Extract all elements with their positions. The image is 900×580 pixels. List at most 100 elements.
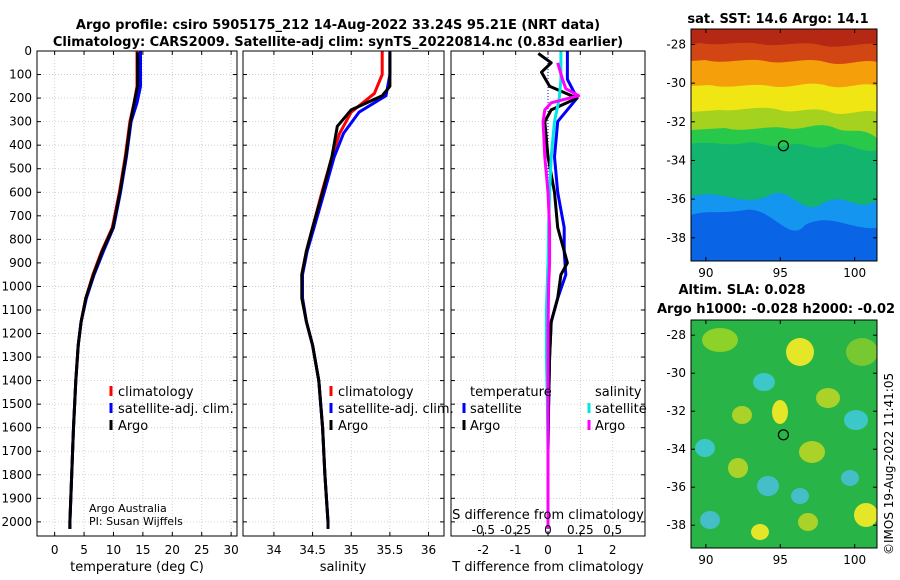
y-tick-label: 1100	[1, 303, 32, 317]
x-tick-label: -1	[510, 543, 522, 557]
sla-blob	[844, 410, 868, 430]
y-tick-label: 100	[9, 68, 32, 82]
map-y-tick-label: -28	[666, 328, 686, 342]
sla-blob	[702, 328, 738, 352]
map-y-tick-label: -28	[666, 37, 686, 51]
sla-map-frame	[690, 319, 878, 549]
sst-map-panel: sat. SST: 14.6 Argo: 14.1 90 95 100 -28 -30 -…	[666, 12, 878, 280]
legend-label-t-argo: Argo	[470, 419, 500, 434]
y-tick-label: 600	[9, 185, 32, 199]
difference-panel: -2 -1 0 1 2 -0.5 -0.25 0 0.25 0.5 S difference fr…	[450, 50, 647, 575]
sla-map-subtitle: Argo h1000: -0.028 h2000: -0.02	[657, 302, 895, 317]
temperature-xlabel: temperature (deg C)	[70, 560, 204, 575]
difference-lines	[537, 51, 581, 529]
x-tick-label: 5	[80, 543, 88, 557]
map-y-tick-label: -30	[666, 366, 686, 380]
map-y-tick-label: -32	[666, 404, 686, 418]
sla-blob	[799, 441, 825, 463]
salinity-ticks: 34 34.5 35 35.5 36	[243, 50, 444, 557]
s-tick-label: -0.25	[500, 523, 531, 537]
x-tick-label: -2	[477, 543, 489, 557]
sla-blob	[753, 373, 775, 391]
y-tick-label: 1400	[1, 374, 32, 388]
y-tick-label: 1200	[1, 327, 32, 341]
x-tick-label: 36	[421, 543, 436, 557]
sla-blob	[751, 524, 769, 540]
legend-title-salinity: salinity	[595, 385, 642, 400]
salinity-panel: 34 34.5 35 35.5 36 salinity climatology sate…	[242, 50, 454, 575]
legend-label-satellite: satellite-adj. clim.	[118, 402, 234, 417]
temperature-lines	[68, 51, 142, 529]
sla-blob	[772, 400, 788, 424]
y-tick-label: 1300	[1, 350, 32, 364]
s-tick-label: 0.5	[603, 523, 622, 537]
sla-blob	[841, 470, 859, 486]
sla-blob	[791, 488, 809, 504]
credit-line2: PI: Susan Wijffels	[89, 515, 183, 528]
temperature-legend: climatology satellite-adj. clim. Argo	[109, 385, 234, 434]
map-x-tick-label: 95	[773, 266, 788, 280]
legend-label-satellite: satellite-adj. clim.	[338, 402, 454, 417]
sla-blob	[786, 338, 814, 366]
y-tick-label: 700	[9, 209, 32, 223]
legend-label-climatology: climatology	[118, 385, 194, 400]
map-x-tick-label: 100	[843, 266, 866, 280]
map-x-tick-label: 100	[843, 553, 866, 567]
x-tick-label: 20	[165, 543, 180, 557]
map-x-tick-label: 95	[773, 553, 788, 567]
difference-legend: temperature satellite Argo salinity sate…	[462, 385, 647, 434]
salinity-xlabel: salinity	[320, 560, 367, 575]
x-tick-label: 0	[51, 543, 59, 557]
legend-label-argo: Argo	[338, 419, 368, 434]
timestamp: ©IMOS 19-Aug-2022 11:41:05	[882, 373, 896, 555]
series-line-salinity-argo	[541, 62, 581, 529]
sst-band-dark-red	[691, 29, 877, 47]
map-x-tick-label: 90	[698, 266, 713, 280]
sla-blob	[732, 406, 752, 424]
sla-blob	[816, 388, 840, 408]
sla-map-ticks: 90 95 100 -28 -30 -32 -34 -36 -38	[666, 320, 877, 567]
figure-title-line2: Climatology: CARS2009. Satellite-adj cli…	[53, 35, 623, 50]
x-tick-label: 15	[135, 543, 150, 557]
y-tick-label: 500	[9, 162, 32, 176]
sla-map-title: Altim. SLA: 0.028	[679, 283, 806, 298]
s-tick-label: 0.25	[567, 523, 594, 537]
y-tick-label: 300	[9, 115, 32, 129]
series-line-temperature-satellite	[546, 51, 579, 529]
legend-label-s-argo: Argo	[595, 419, 625, 434]
map-y-tick-label: -30	[666, 76, 686, 90]
legend-label-argo: Argo	[118, 419, 148, 434]
y-tick-label: 1600	[1, 421, 32, 435]
sst-map-title: sat. SST: 14.6 Argo: 14.1	[687, 12, 868, 27]
map-y-tick-label: -34	[666, 153, 686, 167]
s-tick-label: 0	[544, 523, 552, 537]
sla-blob	[798, 513, 818, 531]
sst-map-frame	[690, 28, 878, 262]
salinity-legend: climatology satellite-adj. clim. Argo	[329, 385, 454, 434]
sla-blob	[695, 439, 715, 457]
sla-heatmap	[691, 320, 877, 548]
sst-argo-location-marker	[777, 140, 790, 152]
map-x-tick-label: 90	[698, 553, 713, 567]
sla-blob	[854, 503, 877, 527]
x-tick-label: 34	[266, 543, 281, 557]
sla-blob	[700, 511, 720, 529]
y-tick-label: 200	[9, 91, 32, 105]
s-tick-label: -0.5	[472, 523, 495, 537]
map-y-tick-label: -34	[666, 442, 686, 456]
x-tick-label: 2	[609, 543, 617, 557]
map-y-tick-label: -38	[666, 518, 686, 532]
y-tick-label: 900	[9, 256, 32, 270]
x-tick-label: 1	[577, 543, 585, 557]
sla-argo-location-marker	[777, 429, 790, 441]
sla-map-panel: Altim. SLA: 0.028 Argo h1000: -0.028 h20…	[657, 283, 895, 567]
map-y-tick-label: -32	[666, 115, 686, 129]
temperature-axes-frame	[36, 50, 238, 537]
y-tick-label: 2000	[1, 515, 32, 529]
y-tick-label: 0	[24, 44, 32, 58]
map-y-tick-label: -36	[666, 192, 686, 206]
series-line-argo	[300, 52, 392, 529]
x-tick-label: 35	[344, 543, 359, 557]
sla-blob	[757, 476, 779, 496]
x-tick-label: 30	[223, 543, 238, 557]
